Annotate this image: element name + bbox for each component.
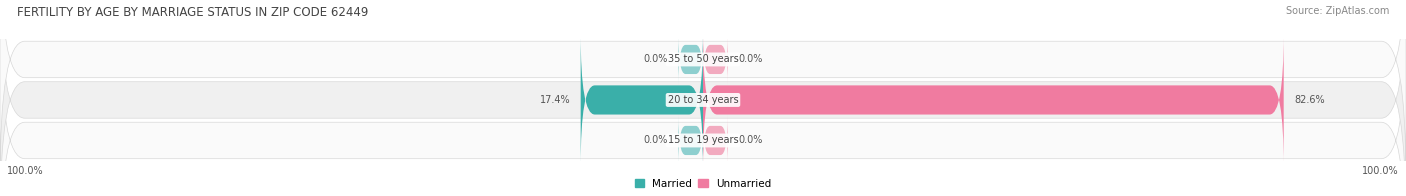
Text: 17.4%: 17.4% [540,95,571,105]
Text: FERTILITY BY AGE BY MARRIAGE STATUS IN ZIP CODE 62449: FERTILITY BY AGE BY MARRIAGE STATUS IN Z… [17,6,368,19]
Text: 0.0%: 0.0% [738,135,762,145]
FancyBboxPatch shape [0,17,1406,196]
Text: 82.6%: 82.6% [1294,95,1324,105]
Text: 100.0%: 100.0% [7,165,44,176]
Text: 0.0%: 0.0% [644,135,668,145]
FancyBboxPatch shape [703,114,728,166]
Text: Source: ZipAtlas.com: Source: ZipAtlas.com [1285,6,1389,16]
Text: 0.0%: 0.0% [738,54,762,64]
Text: 20 to 34 years: 20 to 34 years [668,95,738,105]
FancyBboxPatch shape [0,0,1406,183]
Text: 35 to 50 years: 35 to 50 years [668,54,738,64]
Text: 100.0%: 100.0% [1362,165,1399,176]
Text: 15 to 19 years: 15 to 19 years [668,135,738,145]
FancyBboxPatch shape [703,34,1284,166]
FancyBboxPatch shape [678,34,703,85]
FancyBboxPatch shape [703,34,728,85]
Text: 0.0%: 0.0% [644,54,668,64]
FancyBboxPatch shape [581,34,703,166]
Legend: Married, Unmarried: Married, Unmarried [634,179,772,189]
FancyBboxPatch shape [678,114,703,166]
